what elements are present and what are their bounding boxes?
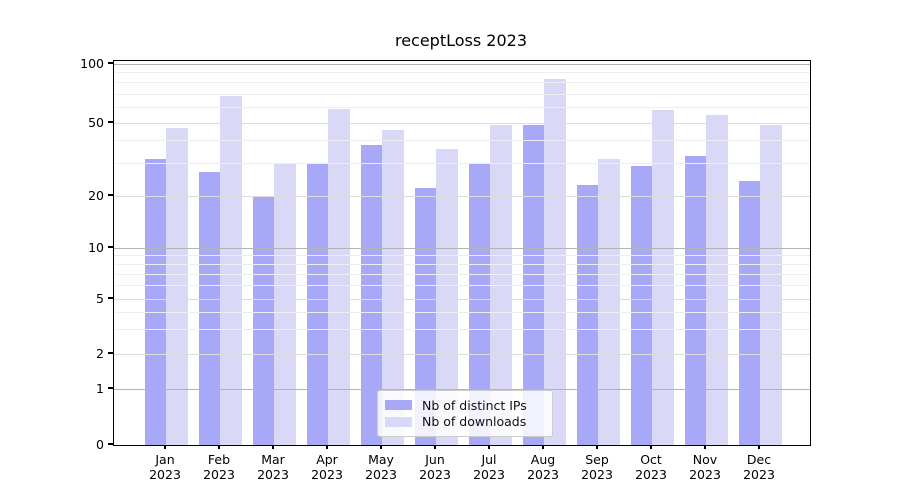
bar-downloads-jun: [436, 149, 458, 445]
y-tick-mark: [108, 297, 113, 299]
y-tick-label: 1: [96, 380, 104, 396]
bar-downloads-feb: [220, 95, 242, 445]
x-tick-mark: [650, 445, 652, 449]
major-gridline: [114, 247, 810, 249]
legend-label-downloads: Nb of downloads: [422, 414, 527, 430]
y-tick-label: 2: [96, 345, 104, 361]
major-gridline: [114, 195, 810, 197]
bar-distinct-ips-aug: [522, 124, 544, 445]
bar-downloads-may: [382, 129, 404, 445]
x-tick-label: Oct 2023: [635, 452, 667, 482]
x-tick-mark: [704, 445, 706, 449]
y-tick-mark: [108, 194, 113, 196]
chart-title: receptLoss 2023: [394, 31, 528, 50]
y-tick-mark: [108, 62, 113, 64]
bar-distinct-ips-jul: [468, 163, 490, 445]
y-tick-mark: [108, 352, 113, 354]
y-tick-mark: [108, 246, 113, 248]
bar-downloads-jan: [166, 127, 188, 445]
bar-downloads-nov: [706, 114, 728, 445]
y-tick-mark: [108, 387, 113, 389]
x-tick-mark: [164, 445, 166, 449]
bar-downloads-aug: [544, 78, 566, 445]
minor-gridline: [114, 140, 810, 142]
legend-item-distinct-ips: Nb of distinct IPs: [385, 398, 544, 413]
bar-downloads-jul: [490, 124, 512, 445]
x-tick-label: Aug 2023: [527, 452, 559, 482]
bar-downloads-sep: [598, 158, 620, 445]
legend: Nb of distinct IPs Nb of downloads: [377, 390, 553, 437]
bar-distinct-ips-apr: [306, 163, 328, 445]
bar-distinct-ips-mar: [252, 196, 274, 445]
bar-downloads-apr: [328, 108, 350, 445]
minor-gridline: [114, 82, 810, 84]
major-gridline: [114, 122, 810, 124]
minor-gridline: [114, 72, 810, 74]
bar-downloads-mar: [274, 163, 296, 445]
legend-swatch-distinct-ips: [385, 400, 412, 411]
x-tick-mark: [272, 445, 274, 449]
x-tick-mark: [488, 445, 490, 449]
x-tick-mark: [218, 445, 220, 449]
minor-gridline: [114, 285, 810, 287]
major-gridline: [114, 63, 810, 65]
x-tick-label: Feb 2023: [203, 452, 235, 482]
x-tick-mark: [596, 445, 598, 449]
minor-gridline: [114, 255, 810, 257]
y-tick-mark: [108, 121, 113, 123]
x-tick-label: May 2023: [365, 452, 397, 482]
bar-distinct-ips-jan: [144, 158, 166, 445]
x-tick-mark: [434, 445, 436, 449]
x-tick-label: Jun 2023: [419, 452, 451, 482]
legend-swatch-downloads: [385, 416, 412, 427]
x-tick-label: Mar 2023: [257, 452, 289, 482]
x-tick-label: Sep 2023: [581, 452, 613, 482]
y-tick-label: 20: [88, 187, 104, 203]
x-tick-mark: [380, 445, 382, 449]
bar-distinct-ips-nov: [684, 156, 706, 445]
bar-distinct-ips-feb: [198, 172, 220, 445]
bar-distinct-ips-may: [360, 144, 382, 445]
bar-distinct-ips-dec: [738, 181, 760, 445]
y-tick-label: 50: [88, 114, 104, 130]
y-tick-mark: [108, 443, 113, 445]
minor-gridline: [114, 106, 810, 108]
x-tick-label: Apr 2023: [311, 452, 343, 482]
x-tick-label: Jan 2023: [149, 452, 181, 482]
minor-gridline: [114, 273, 810, 275]
x-tick-mark: [758, 445, 760, 449]
bar-downloads-dec: [760, 124, 782, 445]
minor-gridline: [114, 93, 810, 95]
bar-downloads-oct: [652, 110, 674, 445]
bar-distinct-ips-jun: [414, 188, 436, 445]
y-tick-label: 100: [80, 55, 104, 71]
minor-gridline: [114, 329, 810, 331]
x-tick-mark: [326, 445, 328, 449]
x-tick-label: Nov 2023: [689, 452, 721, 482]
major-gridline: [114, 298, 810, 300]
plot-area: [113, 60, 811, 446]
bar-distinct-ips-sep: [576, 184, 598, 445]
legend-item-downloads: Nb of downloads: [385, 414, 544, 429]
y-tick-label: 5: [96, 290, 104, 306]
bar-distinct-ips-oct: [630, 166, 652, 445]
major-gridline: [114, 388, 810, 390]
legend-label-distinct-ips: Nb of distinct IPs: [422, 397, 527, 413]
minor-gridline: [114, 263, 810, 265]
y-tick-label: 0: [96, 436, 104, 452]
major-gridline: [114, 353, 810, 355]
y-tick-label: 10: [88, 239, 104, 255]
x-tick-mark: [542, 445, 544, 449]
x-tick-label: Jul 2023: [473, 452, 505, 482]
minor-gridline: [114, 163, 810, 165]
x-tick-label: Dec 2023: [743, 452, 775, 482]
minor-gridline: [114, 311, 810, 313]
